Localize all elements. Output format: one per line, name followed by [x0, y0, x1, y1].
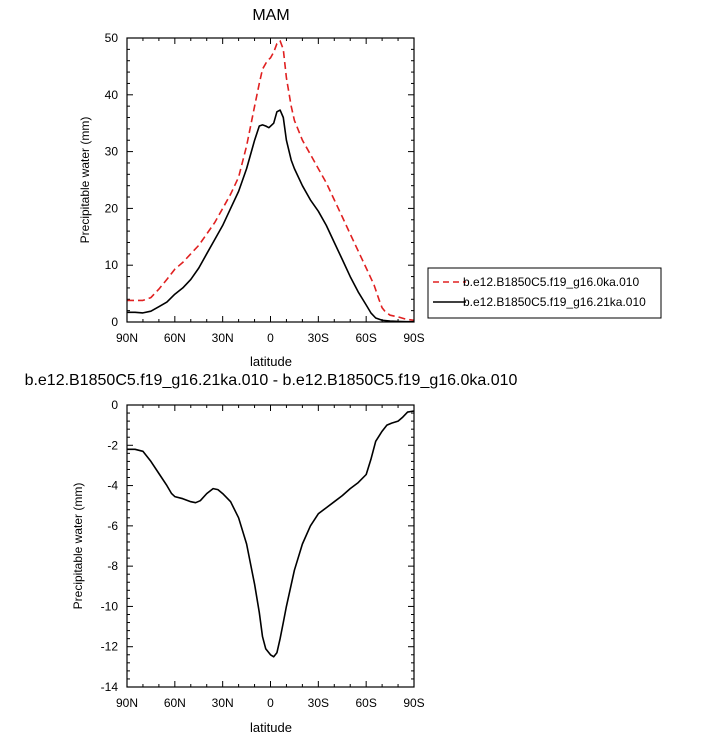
- top-chart-title: MAM: [252, 7, 289, 24]
- top-x-tick-label: 90S: [403, 331, 424, 345]
- bottom-x-tick-label: 30N: [212, 696, 234, 710]
- top-x-tick-label: 30S: [308, 331, 329, 345]
- top-series-line-1: [127, 109, 414, 323]
- top-x-tick-label: 0: [267, 331, 274, 345]
- top-y-tick-label: 10: [105, 258, 119, 272]
- bottom-y-tick-label: -2: [107, 438, 118, 452]
- bottom-x-tick-label: 90N: [116, 696, 138, 710]
- top-axis-ticks: 90N 60N 30N 0 30S 60S 90S 0 10 20 30 40 50: [105, 31, 425, 345]
- top-x-tick-label: 90N: [116, 331, 138, 345]
- legend-label-21ka: b.e12.B1850C5.f19_g16.21ka.010: [463, 295, 646, 309]
- legend: b.e12.B1850C5.f19_g16.0ka.010 b.e12.B185…: [427, 267, 662, 319]
- bottom-panel: b.e12.B1850C5.f19_g16.21ka.010 - b.e12.B…: [25, 372, 518, 735]
- top-plot-frame: [126, 37, 415, 323]
- legend-box: [427, 267, 662, 319]
- bottom-plot-frame: [126, 404, 415, 688]
- top-y-tick-label: 0: [111, 315, 118, 329]
- bottom-y-tick-label: 0: [111, 398, 118, 412]
- bottom-series-line-0: [127, 410, 415, 658]
- top-x-tick-label: 60N: [164, 331, 186, 345]
- bottom-y-tick-label: -4: [107, 479, 118, 493]
- top-panel: MAM Precipitable water (mm) latitude 90N…: [78, 7, 425, 369]
- bottom-x-tick-label: 60N: [164, 696, 186, 710]
- top-x-tick-label: 30N: [212, 331, 234, 345]
- bottom-x-tick-label: 90S: [403, 696, 424, 710]
- bottom-chart-title: b.e12.B1850C5.f19_g16.21ka.010 - b.e12.B…: [25, 372, 518, 389]
- bottom-y-tick-label: -14: [101, 680, 119, 694]
- bottom-y-axis-label: Precipitable water (mm): [71, 483, 85, 610]
- top-series-line-0: [127, 40, 415, 322]
- bottom-y-tick-label: -10: [101, 599, 119, 613]
- bottom-axis-ticks: 90N 60N 30N 0 30S 60S 90S -14 -12 -10 -8 -6 -4 -2 0: [101, 398, 425, 710]
- top-y-tick-label: 20: [105, 201, 119, 215]
- top-y-tick-label: 30: [105, 145, 119, 159]
- bottom-x-tick-label: 60S: [355, 696, 376, 710]
- top-y-tick-label: 50: [105, 31, 119, 45]
- top-x-axis-label: latitude: [250, 354, 292, 369]
- top-series-group: [127, 40, 415, 323]
- top-y-axis-label: Precipitable water (mm): [78, 117, 92, 244]
- bottom-y-tick-label: -8: [107, 559, 118, 573]
- bottom-x-tick-label: 0: [267, 696, 274, 710]
- bottom-x-axis-label: latitude: [250, 720, 292, 735]
- top-y-tick-label: 40: [105, 88, 119, 102]
- top-x-tick-label: 60S: [355, 331, 376, 345]
- bottom-y-tick-label: -6: [107, 519, 118, 533]
- bottom-series-group: [127, 410, 415, 658]
- bottom-x-tick-label: 30S: [308, 696, 329, 710]
- bottom-y-tick-label: -12: [101, 640, 119, 654]
- legend-label-0ka: b.e12.B1850C5.f19_g16.0ka.010: [463, 275, 639, 289]
